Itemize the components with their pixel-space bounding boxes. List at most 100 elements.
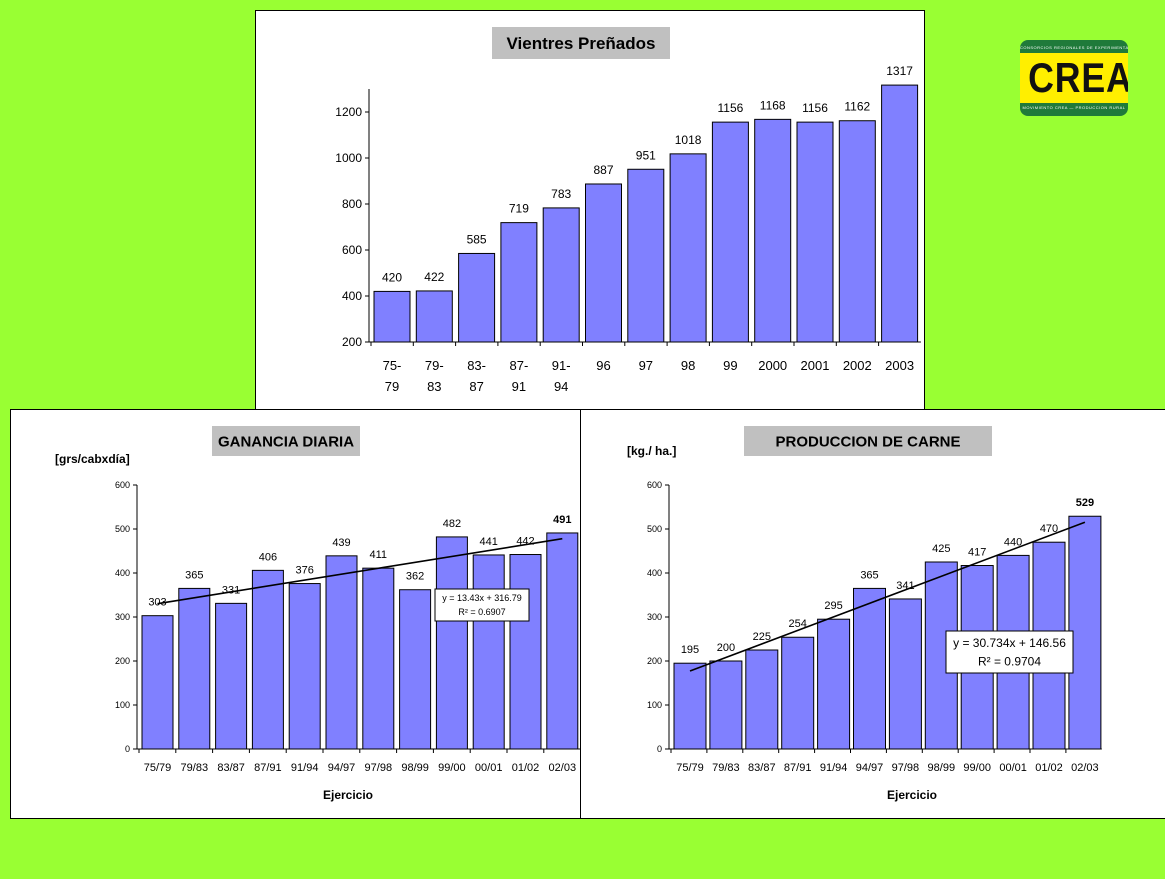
ganancia-value-label: 303	[148, 597, 166, 609]
produccion-category-label: 02/03	[1071, 762, 1099, 774]
produccion-r-squared: R² = 0.9704	[978, 654, 1041, 668]
ganancia-ytick-label: 0	[125, 744, 130, 754]
produccion-title: PRODUCCION DE CARNE	[775, 433, 960, 450]
vientres-category-label: 99	[723, 358, 737, 373]
vientres-ytick-label: 400	[342, 289, 362, 303]
ganancia-bar	[435, 536, 468, 750]
produccion-value-label: 440	[1004, 536, 1022, 548]
produccion-bar	[745, 649, 779, 750]
ganancia-value-label: 491	[553, 514, 571, 526]
ganancia-category-label: 94/97	[328, 762, 356, 774]
produccion-value-label: 200	[717, 642, 735, 654]
ganancia-category-label: 98/99	[401, 762, 429, 774]
ganancia-category-label: 83/87	[217, 762, 245, 774]
produccion-ytick-label: 100	[647, 700, 662, 710]
vientres-bar	[500, 222, 538, 343]
vientres-chart: Vientres PreñadosCabezas2004006008001000…	[335, 27, 921, 394]
ganancia-value-label: 365	[185, 569, 203, 581]
logo-text: CREA	[1028, 54, 1128, 101]
vientres-bar	[542, 207, 580, 343]
produccion-value-label: 365	[860, 569, 878, 581]
vientres-bar	[796, 121, 834, 343]
vientres-category-label: 98	[681, 358, 695, 373]
ganancia-bar	[325, 555, 358, 750]
vientres-bar	[754, 118, 792, 343]
produccion-title-bg	[744, 426, 992, 456]
vientres-bar	[627, 168, 665, 343]
vientres-ytick-label: 1000	[335, 151, 362, 165]
ganancia-value-label: 362	[406, 571, 424, 583]
ganancia-equation-box	[434, 588, 530, 622]
vientres-category-label: 79	[385, 379, 399, 394]
vientres-value-label: 783	[551, 187, 571, 201]
vientres-value-label: 422	[424, 270, 444, 284]
produccion-panel: PRODUCCION DE CARNE [kg./ ha.] 0 100 200 300 4…	[580, 409, 1165, 819]
produccion-bar	[853, 587, 886, 750]
vientres-value-label: 1156	[717, 101, 743, 115]
vientres-bar	[838, 120, 876, 343]
ganancia-panel: GANANCIA DIARIA [grs/cabxdía] 0 100 200 300 40…	[10, 409, 581, 819]
produccion-category-label: 75/79	[676, 762, 704, 774]
ganancia-category-label: 91/94	[291, 762, 319, 774]
ganancia-value-label: 441	[480, 536, 498, 548]
produccion-trendline	[689, 521, 1086, 672]
produccion-ytick-label: 400	[647, 568, 662, 578]
ganancia-xlabel: Ejercicio	[323, 788, 373, 802]
ganancia-bar	[215, 602, 248, 750]
ganancia-title-bg	[212, 426, 360, 456]
produccion-category-label: 87/91	[784, 762, 812, 774]
produccion-category-label: 79/83	[712, 762, 740, 774]
produccion-category-label: 00/01	[999, 762, 1027, 774]
ganancia-value-label: 439	[332, 537, 350, 549]
vientres-category-label: 2003	[885, 358, 914, 373]
produccion-value-label: 225	[753, 631, 771, 643]
ganancia-category-label: 00/01	[475, 762, 503, 774]
vientres-value-label: 1018	[675, 133, 702, 147]
produccion-category-label: 94/97	[856, 762, 884, 774]
vientres-value-label: 1317	[886, 64, 913, 78]
produccion-value-label: 254	[789, 618, 807, 630]
ganancia-value-label: 376	[296, 565, 314, 577]
vientres-category-label: 75-	[383, 358, 402, 373]
vientres-category-label: 2001	[801, 358, 830, 373]
produccion-ytick-label: 600	[647, 480, 662, 490]
vientres-value-label: 420	[382, 270, 402, 284]
produccion-category-label: 99/00	[963, 762, 991, 774]
vientres-bar	[669, 153, 707, 343]
produccion-value-label: 417	[968, 547, 986, 559]
crea-logo: CONSORCIOS REGIONALES DE EXPERIMENTACION…	[1020, 40, 1128, 116]
ganancia-bar	[141, 615, 174, 750]
vientres-category-label: 91-	[552, 358, 571, 373]
vientres-value-label: 585	[467, 232, 487, 246]
vientres-value-label: 719	[509, 202, 529, 216]
vientres-bar	[711, 121, 749, 343]
vientres-category-label: 2002	[843, 358, 872, 373]
produccion-category-label: 97/98	[892, 762, 920, 774]
produccion-bar	[1068, 515, 1102, 750]
ganancia-trendline	[157, 537, 563, 605]
ganancia-category-label: 01/02	[512, 762, 540, 774]
produccion-chart: PRODUCCION DE CARNE [kg./ ha.] 0 100 200 300 4…	[627, 426, 1102, 802]
vientres-bar	[881, 84, 919, 343]
vientres-category-label: 87-	[510, 358, 529, 373]
produccion-ytick-label: 0	[657, 744, 662, 754]
ganancia-bar	[472, 554, 505, 750]
ganancia-bar	[178, 587, 211, 750]
ganancia-category-label: 02/03	[549, 762, 577, 774]
vientres-category-label: 83-	[467, 358, 486, 373]
vientres-ytick-label: 600	[342, 243, 362, 257]
produccion-equation-box	[945, 630, 1074, 674]
vientres-category-label: 87	[469, 379, 483, 394]
vientres-bar	[585, 183, 622, 343]
vientres-title: Vientres Preñados	[507, 34, 656, 53]
vientres-panel: Vientres PreñadosCabezas2004006008001000…	[255, 10, 925, 410]
vientres-value-label: 1156	[802, 101, 828, 115]
ganancia-category-label: 99/00	[438, 762, 466, 774]
ganancia-title: GANANCIA DIARIA	[218, 433, 354, 450]
produccion-value-label: 470	[1040, 523, 1058, 535]
vientres-bar	[373, 290, 411, 343]
ganancia-category-label: 79/83	[181, 762, 209, 774]
vientres-value-label: 1168	[760, 98, 786, 112]
ganancia-bar	[251, 569, 284, 750]
vientres-value-label: 1162	[844, 100, 870, 114]
